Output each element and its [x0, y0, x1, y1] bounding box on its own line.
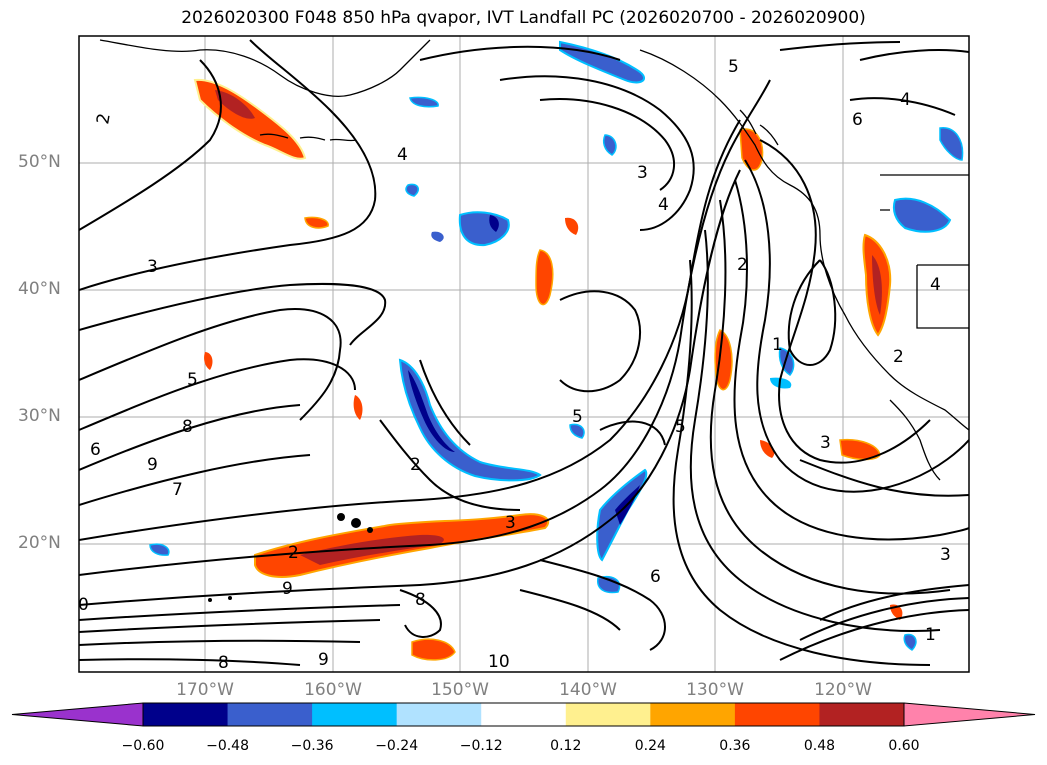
colorbar-bin — [734, 703, 820, 726]
colorbar-bin — [650, 703, 736, 726]
contour-label: 10 — [488, 652, 510, 672]
contour-label: 3 — [505, 513, 516, 533]
colorbar-bin — [481, 703, 567, 726]
colorbar-bin — [565, 703, 651, 726]
coastlines — [99, 39, 969, 481]
lon-label-120w: 120°W — [814, 680, 872, 700]
contour-label: 2 — [410, 455, 421, 475]
colorbar-bin — [143, 703, 229, 726]
colorbar-tick-label: −0.24 — [375, 738, 419, 754]
colorbar-tick-label: 0.60 — [888, 738, 920, 754]
colorbar-bin — [312, 703, 398, 726]
contour-label-group: 2 4 3 5 6 8 9 7 2 3 2 5 9 6 8 10 4 3 2 1… — [78, 57, 951, 673]
contour-label: 6 — [90, 440, 101, 460]
contour-label: 6 — [650, 567, 661, 587]
contour-label: 9 — [147, 455, 158, 475]
lon-label-150w: 150°W — [431, 680, 489, 700]
map-title: 2026020300 F048 850 hPa qvapor, IVT Land… — [181, 8, 866, 28]
contour-label: 8 — [415, 590, 426, 610]
contour-label: 3 — [147, 257, 158, 277]
colorbar-bin — [227, 703, 313, 726]
contour-label: 2 — [737, 255, 748, 275]
contour-label: 5 — [572, 407, 583, 427]
colorbar-tick-label: 0.24 — [634, 738, 666, 754]
contour-label: 2 — [893, 347, 904, 367]
contour-label: 1 — [772, 335, 783, 355]
island-marks — [208, 513, 373, 602]
contour-label: 4 — [658, 195, 669, 215]
lat-label-30n: 30°N — [18, 406, 61, 426]
contour-label: 8 — [182, 417, 193, 437]
plot-frame — [78, 35, 970, 673]
colorbar-tick-label: 0.48 — [803, 738, 836, 754]
colorbar-tick-label: −0.36 — [290, 738, 334, 754]
contour-label: 3 — [637, 163, 648, 183]
contour-label: 9 — [318, 650, 329, 670]
colorbar-bin — [819, 703, 905, 726]
contour-label: 6 — [852, 110, 863, 130]
lon-label-140w: 140°W — [559, 680, 617, 700]
contour-label: 4 — [397, 145, 408, 165]
contour-label: 0 — [78, 595, 89, 615]
colorbar-extend-high — [903, 702, 1036, 727]
lon-label-130w: 130°W — [686, 680, 744, 700]
ivt-contours — [79, 39, 969, 666]
colorbar-extend-low — [11, 702, 144, 727]
contour-label: 8 — [218, 653, 229, 673]
colorbar-tick-label: −0.12 — [459, 738, 503, 754]
contour-label: 5 — [187, 370, 198, 390]
lat-label-40n: 40°N — [18, 279, 61, 299]
contour-label: 4 — [900, 90, 911, 110]
lat-label-50n: 50°N — [18, 152, 61, 172]
contour-label: 5 — [728, 57, 739, 77]
lat-label-20n: 20°N — [18, 533, 61, 553]
colorbar-tick-label: 0.36 — [719, 738, 751, 754]
contour-label: 2 — [288, 543, 299, 563]
colorbar-tick-label: −0.60 — [121, 738, 165, 754]
contour-label: 3 — [940, 545, 951, 565]
lon-label-170w: 170°W — [176, 680, 234, 700]
lon-label-160w: 160°W — [304, 680, 362, 700]
contour-label: 7 — [172, 480, 183, 500]
contour-label: 2 — [93, 112, 115, 126]
contour-label: 3 — [820, 433, 831, 453]
colorbar-bin — [396, 703, 482, 726]
contour-label: 4 — [930, 275, 941, 295]
plot-area — [79, 36, 969, 672]
contour-label: 9 — [282, 579, 293, 599]
negative-anomaly-patches — [149, 40, 964, 651]
colorbar — [11, 702, 1036, 727]
colorbar-tick-label: 0.12 — [550, 738, 582, 754]
contour-label: 5 — [675, 417, 686, 437]
colorbar-tick-label: −0.48 — [206, 738, 249, 754]
colorbar-frame — [142, 702, 905, 727]
contour-label: 1 — [925, 625, 936, 645]
